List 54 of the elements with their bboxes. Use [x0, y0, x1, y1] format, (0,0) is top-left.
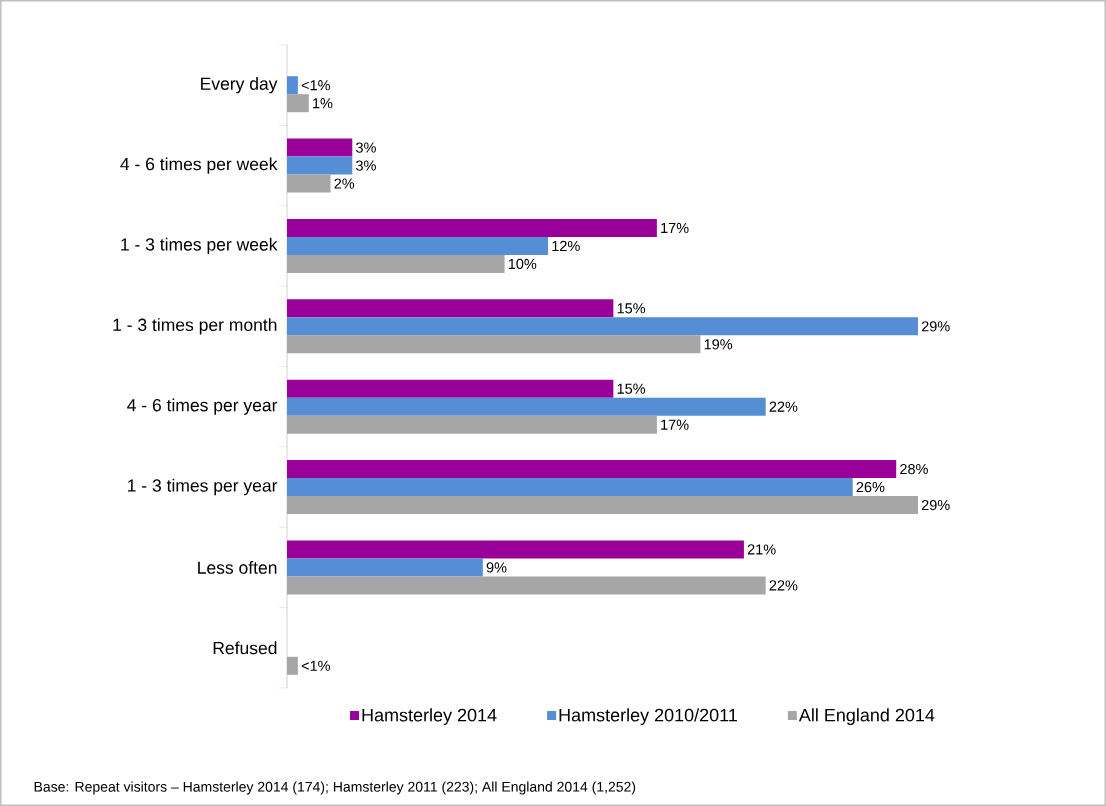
bar	[287, 299, 614, 318]
y-tick-label: Every day	[201, 77, 278, 94]
bar	[287, 76, 298, 95]
data-label: <1%	[301, 80, 330, 91]
bar	[287, 478, 853, 497]
data-label: 19%	[704, 339, 733, 350]
bar	[287, 218, 657, 237]
data-label: 22%	[769, 401, 798, 412]
data-label: 3%	[356, 160, 376, 171]
y-tick-label: Refused	[213, 641, 277, 655]
y-tick-label: 1 - 3 times per week	[121, 237, 278, 255]
bar	[287, 138, 353, 157]
legend-label: Hamsterley 2010/2011	[559, 708, 737, 726]
y-tick-label: 1 - 3 times per month	[113, 318, 277, 335]
data-label: 1%	[313, 98, 333, 109]
bar	[287, 397, 766, 416]
bar	[287, 156, 353, 175]
bar	[287, 254, 505, 273]
legend-label: Hamsterley 2014	[362, 708, 497, 726]
y-tick-label: Less often	[198, 561, 277, 574]
data-label: <1%	[301, 660, 330, 671]
y-tick-label: 4 - 6 times per week	[120, 157, 278, 174]
data-label: 2%	[334, 178, 355, 189]
data-label: 26%	[856, 481, 885, 493]
bar	[287, 496, 918, 515]
bar	[287, 540, 744, 559]
bar	[287, 558, 483, 577]
data-label: 15%	[617, 383, 646, 394]
data-label: 17%	[661, 222, 689, 234]
data-label: 28%	[900, 463, 928, 475]
y-tick-label: 1 - 3 times per year	[128, 478, 278, 496]
bar	[287, 656, 298, 675]
bar	[287, 379, 614, 398]
data-label: 21%	[747, 544, 776, 555]
bar	[287, 460, 897, 479]
data-label: 22%	[769, 580, 798, 591]
legend-label: All England 2014	[798, 708, 935, 726]
bar	[287, 317, 918, 336]
data-label: 12%	[552, 240, 580, 252]
bar	[287, 236, 549, 255]
bar	[287, 335, 701, 354]
data-label: 29%	[921, 499, 950, 511]
y-tick-label: 4 - 6 times per year	[127, 398, 278, 415]
data-label: 17%	[661, 419, 689, 430]
bar	[287, 94, 309, 113]
data-label: 15%	[617, 303, 646, 314]
data-label: 3%	[356, 142, 376, 153]
bar	[287, 174, 331, 193]
bar	[287, 415, 657, 434]
data-label: 9%	[486, 562, 507, 573]
data-label: 29%	[921, 321, 950, 332]
data-label: 10%	[508, 258, 537, 270]
bar	[287, 576, 766, 595]
text: Base: Repeat visitors – Hamsterley 2014 (174); Hamsterley 2011 (223); All England 2014 (1,252)	[34, 781, 636, 795]
